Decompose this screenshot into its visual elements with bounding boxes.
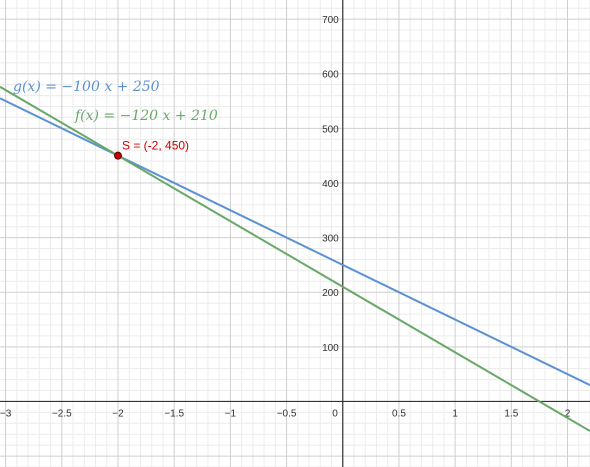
- x-tick-label: 1: [452, 408, 458, 419]
- x-tick-label: −2: [112, 408, 124, 419]
- x-tick-label: −2.5: [52, 408, 72, 419]
- x-tick-label: 2: [565, 408, 571, 419]
- series-line-g: [0, 97, 590, 386]
- point-label: S = (-2, 450): [122, 139, 189, 153]
- x-tick-label: −0.5: [277, 408, 297, 419]
- x-tick-label: −3: [0, 408, 12, 419]
- tick-labels: −3 −2.5 −2 −1.5 −1 −0.5 0 0.5 1 1.5 2 100 200 300 400 5…: [0, 15, 571, 419]
- x-tick-label: −1.5: [164, 408, 184, 419]
- series-lines: [0, 85, 590, 432]
- y-tick-label: 400: [322, 179, 339, 190]
- point-marker: [114, 151, 122, 160]
- y-tick-label: 200: [322, 288, 339, 299]
- y-tick-label: 500: [322, 124, 339, 135]
- series-line-f: [0, 85, 590, 432]
- x-tick-label: 0.5: [392, 408, 406, 419]
- x-tick-label: −1: [225, 408, 237, 419]
- points: S = (-2, 450): [114, 139, 189, 160]
- y-tick-label: 700: [322, 15, 339, 26]
- series-label-g: g(x) = −100 x + 250: [13, 79, 160, 95]
- y-tick-label: 300: [322, 234, 339, 245]
- y-tick-label: 100: [322, 343, 339, 354]
- x-tick-label: 1.5: [504, 408, 518, 419]
- y-tick-label: 600: [322, 70, 339, 81]
- series-labels: g(x) = −100 x + 250 f(x) = −120 x + 210: [13, 79, 218, 124]
- series-label-f: f(x) = −120 x + 210: [74, 108, 218, 124]
- x-tick-label: 0: [332, 408, 338, 419]
